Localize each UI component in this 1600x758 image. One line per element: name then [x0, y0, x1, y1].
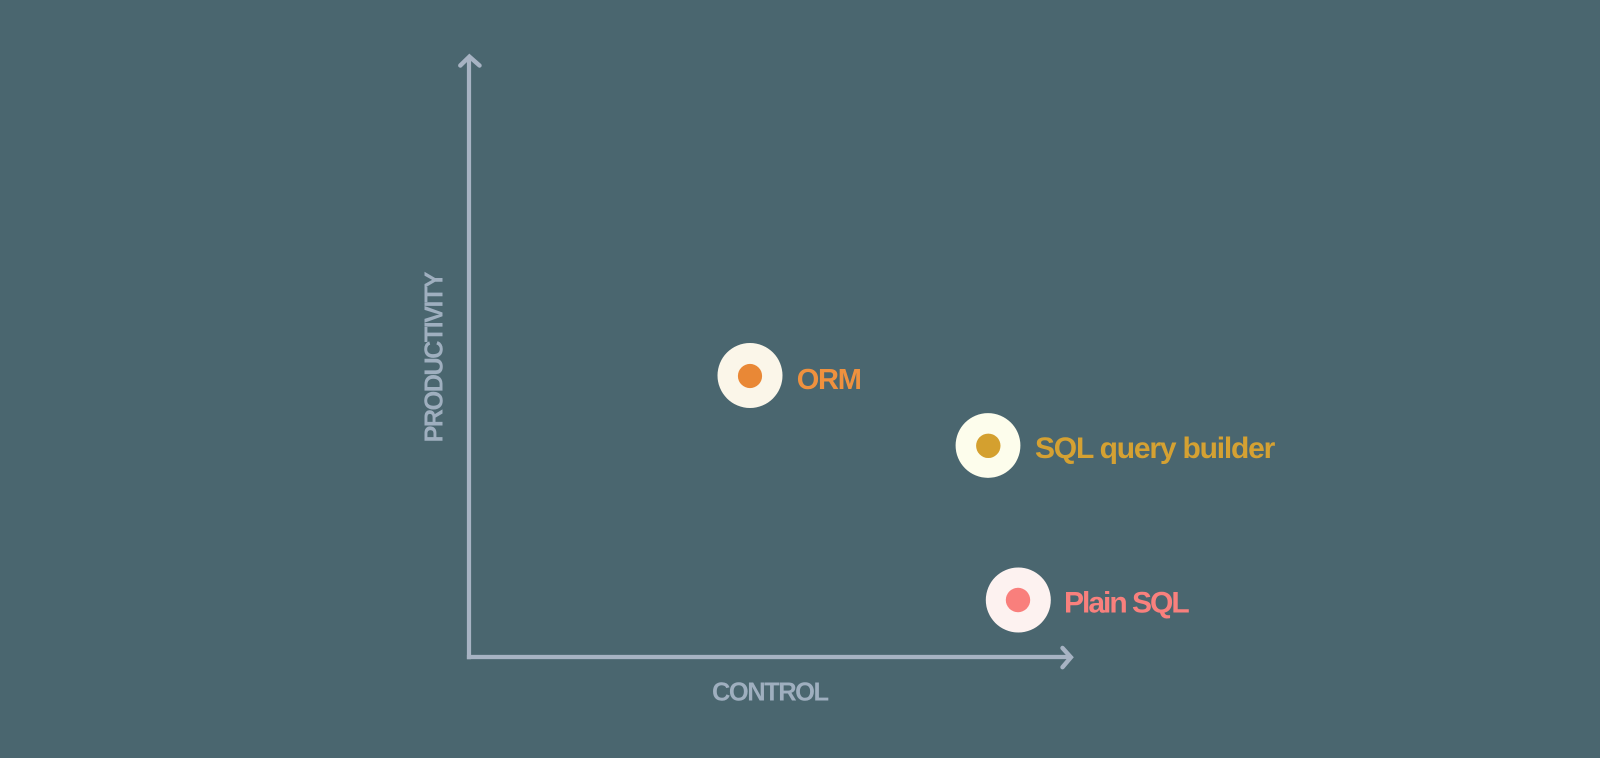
svg-text:ORM: ORM — [797, 364, 861, 396]
svg-text:CONTROL: CONTROL — [712, 678, 828, 706]
svg-text:SQL query builder: SQL query builder — [1035, 432, 1276, 465]
svg-text:Plain SQL: Plain SQL — [1064, 587, 1189, 620]
svg-text:PRODUCTIVITY: PRODUCTIVITY — [421, 271, 449, 442]
